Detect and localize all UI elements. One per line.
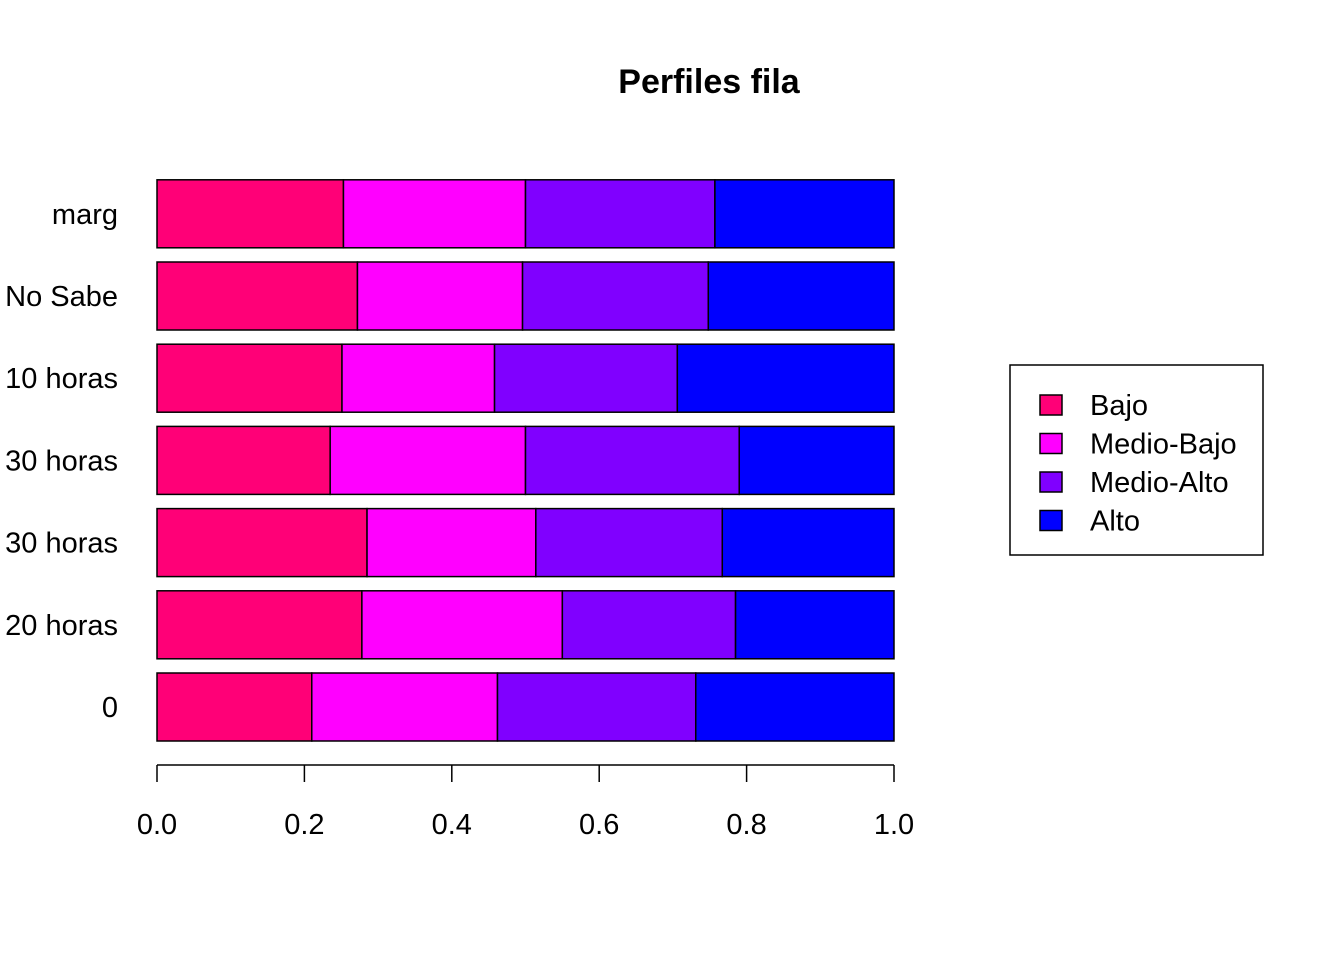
bar-segment	[714, 179, 895, 249]
bar-segment	[156, 261, 359, 331]
bar-segment	[156, 343, 343, 413]
category-label: No Sabe	[5, 281, 118, 313]
bar-segment	[329, 425, 527, 496]
category-labels: 0 20 horas 30 horas 30 horas 10 horas No Sabe…	[5, 199, 118, 724]
bar-segment	[695, 672, 895, 742]
category-label: 30 horas	[5, 445, 118, 477]
x-tick-label: 1.0	[874, 809, 914, 841]
bar-segment	[156, 672, 313, 742]
bar-segment	[366, 507, 537, 578]
bar-segment	[156, 425, 331, 496]
legend-swatch	[1039, 394, 1063, 416]
bar-segment	[156, 179, 345, 249]
chart-title: Perfiles fila	[618, 63, 801, 101]
bar-segment	[535, 507, 724, 578]
legend-label: Medio-Alto	[1090, 467, 1229, 499]
bar-segment	[156, 507, 368, 578]
legend-swatch	[1039, 471, 1063, 493]
bar-segment	[356, 261, 524, 331]
category-label: 30 horas	[5, 528, 118, 560]
bar-segment	[721, 507, 895, 578]
category-label: 20 horas	[5, 610, 118, 642]
bar-segment	[524, 425, 740, 496]
legend: Bajo Medio-Bajo Medio-Alto Alto	[1009, 364, 1264, 556]
x-tick-label: 0.0	[137, 809, 177, 841]
x-axis: 0.0 0.2 0.4 0.6 0.8 1.0	[137, 764, 914, 841]
bar-segment	[521, 261, 710, 331]
bars-group	[156, 179, 895, 742]
category-label: marg	[52, 199, 118, 231]
legend-swatch	[1039, 509, 1063, 532]
bar-segment	[496, 672, 697, 742]
bar-segment	[341, 343, 496, 413]
bar-segment	[561, 590, 737, 660]
x-tick-label: 0.8	[726, 809, 766, 841]
bar-segment	[734, 590, 895, 660]
bar-segment	[707, 261, 895, 331]
x-tick-label: 0.2	[284, 809, 324, 841]
bar-segment	[311, 672, 499, 742]
bar-segment	[493, 343, 679, 413]
bar-segment	[738, 425, 895, 496]
legend-swatch	[1039, 432, 1063, 455]
category-label: 0	[102, 692, 118, 724]
legend-label: Alto	[1090, 506, 1140, 538]
bar-segment	[156, 590, 363, 660]
x-tick-label: 0.6	[579, 809, 619, 841]
legend-label: Bajo	[1090, 390, 1148, 422]
bar-segment	[361, 590, 564, 660]
bar-segment	[342, 179, 527, 249]
legend-label: Medio-Bajo	[1090, 429, 1237, 461]
bar-segment	[676, 343, 895, 413]
category-label: 10 horas	[5, 363, 118, 395]
bar-segment	[524, 179, 716, 249]
x-tick-label: 0.4	[432, 809, 472, 841]
